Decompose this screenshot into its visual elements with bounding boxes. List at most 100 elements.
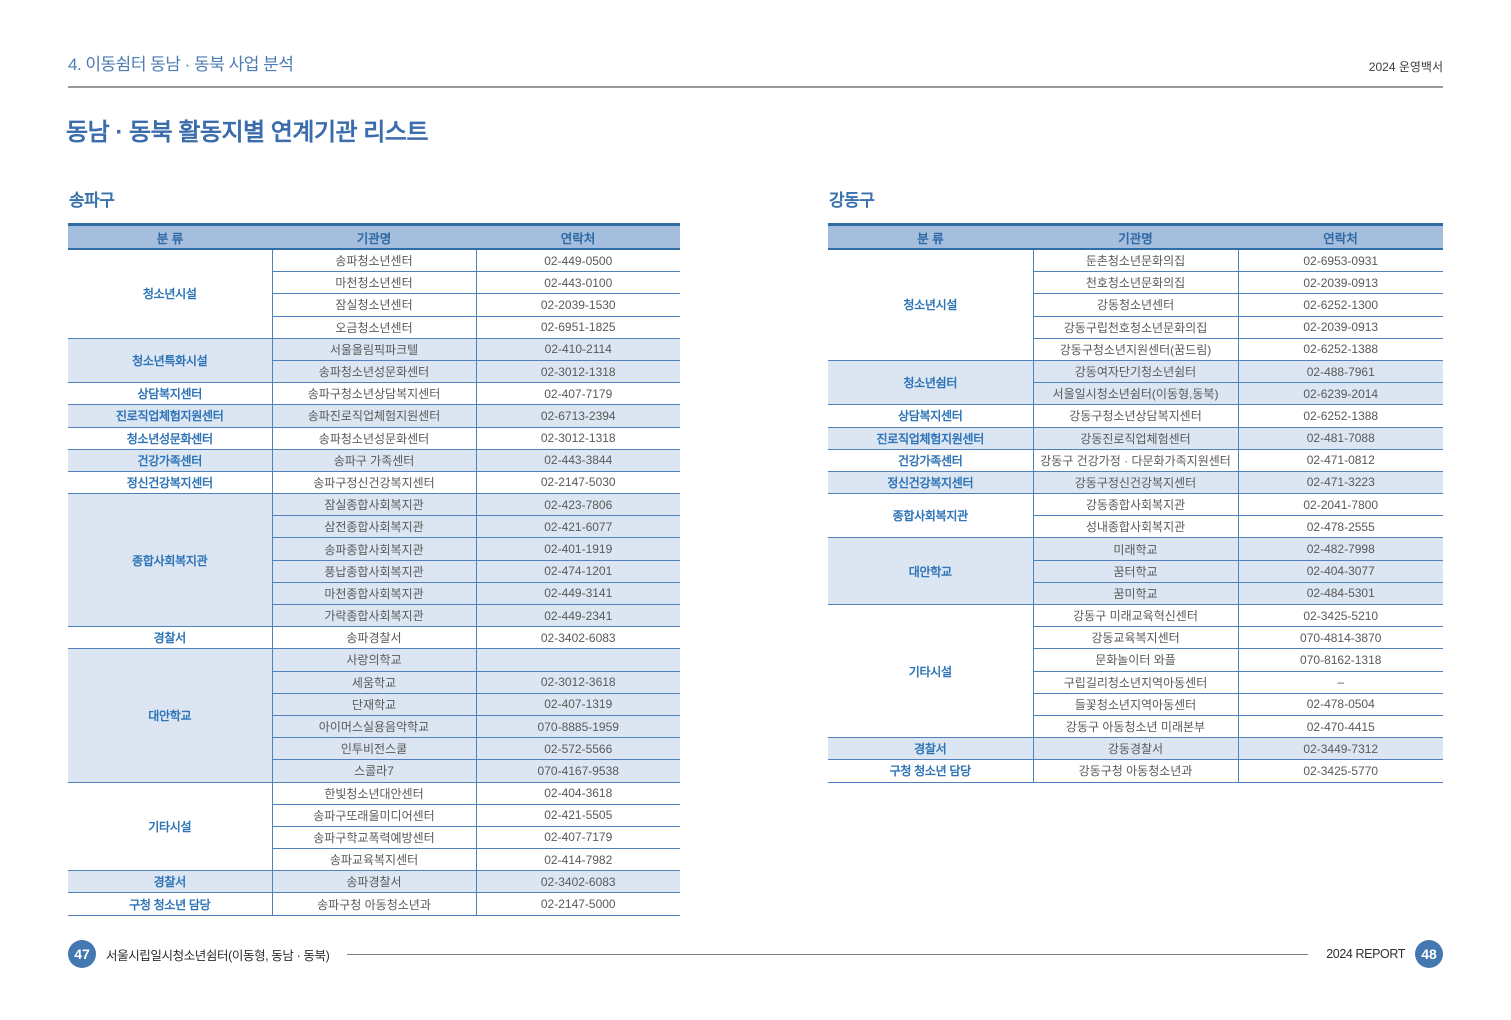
phone-cell: 02-414-7982: [475, 848, 680, 872]
table-row: 강동청소년센터 02-6252-1300: [828, 293, 1443, 317]
table-row: 아이머스실용음악학교 070-8885-1959: [68, 715, 680, 739]
table-row: 강동구 아동청소년 미래본부 02-470-4415: [828, 715, 1443, 739]
phone-cell: 070-4814-3870: [1237, 626, 1443, 650]
phone-cell: 02-423-7806: [475, 493, 680, 517]
org-cell: 마천청소년센터: [271, 271, 476, 295]
phone-cell: 02-410-2114: [475, 338, 680, 361]
table-row: 풍납종합사회복지관 02-474-1201: [68, 560, 680, 583]
phone-cell: 02-3402-6083: [475, 870, 680, 894]
table-row: 종합사회복지관 강동종합사회복지관 02-2041-7800: [828, 493, 1443, 539]
category-cell: 구청 청소년 담당: [828, 759, 1033, 783]
header-row: 분 류 기관명 연락처: [68, 223, 680, 250]
table-row: 문화놀이터 와플 070-8162-1318: [828, 648, 1443, 672]
table-row: 송파청소년성문화센터 02-3012-1318: [68, 360, 680, 384]
table-row: 세움학교 02-3012-3618: [68, 671, 680, 694]
table-row: 스콜라7 070-4167-9538: [68, 759, 680, 783]
org-cell: 성내종합사회복지관: [1032, 515, 1238, 539]
table-row: 서울일시청소년쉼터(이동형,동북) 02-6239-2014: [828, 382, 1443, 406]
category-cell: 경찰서: [68, 626, 272, 650]
org-cell: 미래학교: [1032, 537, 1238, 561]
org-cell: 사랑의학교: [271, 648, 476, 672]
table-row: 들꽃청소년지역아동센터 02-478-0504: [828, 693, 1443, 716]
phone-cell: 02-470-4415: [1237, 715, 1443, 739]
org-cell: 잠실청소년센터: [271, 293, 476, 317]
org-cell: 들꽃청소년지역아동센터: [1032, 693, 1238, 716]
phone-cell: 02-407-1319: [475, 693, 680, 716]
org-cell: 강동종합사회복지관: [1032, 493, 1238, 517]
org-cell: 가락종합사회복지관: [271, 604, 476, 628]
category-cell: 상담복지센터: [828, 404, 1033, 428]
category-cell: 경찰서: [68, 870, 272, 894]
phone-cell: 02-443-0100: [475, 271, 680, 295]
category-cell: 상담복지센터: [68, 382, 272, 406]
org-cell: 송파종합사회복지관: [271, 537, 476, 561]
phone-cell: 070-4167-9538: [475, 759, 680, 783]
org-cell: 송파구청소년상담복지센터: [271, 382, 476, 406]
org-cell: 송파구또래울미디어센터: [271, 804, 476, 827]
category-cell: 청소년특화시설: [68, 338, 272, 384]
org-cell: 단재학교: [271, 693, 476, 716]
header-rule: [68, 86, 1443, 88]
column-header: 연락처: [1238, 223, 1443, 250]
table-row: 강동구립천호청소년문화의집 02-2039-0913: [828, 316, 1443, 339]
org-cell: 강동구청소년지원센터(꿈드림): [1032, 338, 1238, 361]
category-cell: 건강가족센터: [828, 449, 1033, 472]
page-header: 4. 이동쉼터 동남 · 동북 사업 분석 2024 운영백서: [68, 50, 1443, 75]
org-cell: 오금청소년센터: [271, 316, 476, 339]
org-cell: 강동구청 아동청소년과: [1032, 759, 1238, 783]
phone-cell: 02-3012-1318: [475, 427, 680, 450]
table-row: 잠실청소년센터 02-2039-1530: [68, 293, 680, 317]
table-row: 구청 청소년 담당 강동구청 아동청소년과 02-3425-5770: [828, 759, 1443, 783]
phone-cell: –: [1237, 671, 1443, 694]
phone-cell: 02-449-3141: [475, 582, 680, 606]
org-cell: 마천종합사회복지관: [271, 582, 476, 606]
table-row: 송파종합사회복지관 02-401-1919: [68, 537, 680, 561]
table-row: 청소년쉼터 강동여자단기청소년쉼터 02-488-7961: [828, 360, 1443, 406]
org-table: 분 류 기관명 연락처 청소년시설 송파청소년센터 02-449-0500 마천청소년센터 0…: [68, 223, 680, 916]
phone-cell: [475, 648, 680, 672]
phone-cell: 02-404-3077: [1237, 560, 1443, 583]
region-title-gangdong: 강동구: [829, 191, 875, 210]
table-row: 삼전종합사회복지관 02-421-6077: [68, 515, 680, 539]
table-row: 대안학교 사랑의학교: [68, 648, 680, 783]
phone-cell: 02-443-3844: [475, 449, 680, 472]
gangdong-section: 강동구 분 류 기관명 연락처 청소년시설 둔촌청소년문화의집 02-6953-0931 천…: [828, 186, 1443, 783]
right-page-number-badge: 48: [1415, 940, 1443, 968]
phone-cell: 070-8885-1959: [475, 715, 680, 739]
table-row: 꿈미학교 02-484-5301: [828, 582, 1443, 606]
phone-cell: 02-3425-5770: [1237, 759, 1443, 783]
column-header: 분 류: [68, 223, 272, 250]
org-cell: 둔촌청소년문화의집: [1032, 249, 1238, 273]
phone-cell: 02-421-6077: [475, 515, 680, 539]
phone-cell: 02-478-2555: [1237, 515, 1443, 539]
header-row: 분 류 기관명 연락처: [828, 223, 1443, 250]
region-title-songpa: 송파구: [69, 191, 115, 210]
table-row: 종합사회복지관 잠실종합사회복지관 02-423-7806: [68, 493, 680, 628]
phone-cell: 02-2147-5030: [475, 471, 680, 495]
chapter-title: 4. 이동쉼터 동남 · 동북 사업 분석: [68, 55, 294, 74]
org-cell: 송파구청 아동청소년과: [271, 892, 476, 916]
org-cell: 세움학교: [271, 671, 476, 694]
table-row: 천호청소년문화의집 02-2039-0913: [828, 271, 1443, 295]
category-cell: 대안학교: [828, 537, 1033, 605]
org-cell: 송파진로직업체험지원센터: [271, 404, 476, 428]
org-cell: 서울일시청소년쉼터(이동형,동북): [1032, 382, 1238, 406]
phone-cell: 02-407-7179: [475, 382, 680, 406]
phone-cell: 02-401-1919: [475, 537, 680, 561]
org-cell: 꿈미학교: [1032, 582, 1238, 606]
gangdong-table-host: 분 류 기관명 연락처 청소년시설 둔촌청소년문화의집 02-6953-0931 천호청소년…: [828, 223, 1443, 783]
category-cell: 청소년쉼터: [828, 360, 1033, 406]
org-cell: 잠실종합사회복지관: [271, 493, 476, 517]
phone-cell: 02-2041-7800: [1237, 493, 1443, 517]
phone-cell: 02-2147-5000: [475, 892, 680, 916]
phone-cell: 02-2039-0913: [1237, 316, 1443, 339]
phone-cell: 02-404-3618: [475, 782, 680, 805]
category-cell: 진로직업체험지원센터: [828, 427, 1033, 450]
phone-cell: 02-6951-1825: [475, 316, 680, 339]
org-cell: 송파경찰서: [271, 870, 476, 894]
org-cell: 송파교육복지센터: [271, 848, 476, 872]
phone-cell: 02-3449-7312: [1237, 737, 1443, 761]
table-row: 성내종합사회복지관 02-478-2555: [828, 515, 1443, 539]
org-cell: 한빛청소년대안센터: [271, 782, 476, 805]
